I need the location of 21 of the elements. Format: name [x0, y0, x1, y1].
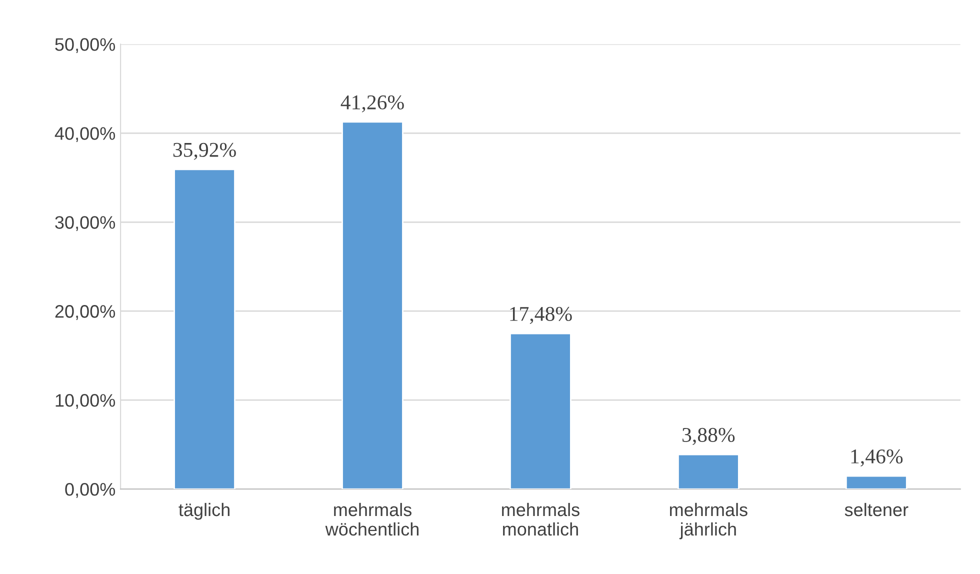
data-label: 35,92%: [173, 142, 236, 160]
y-tick-label: 20,00%: [55, 305, 116, 320]
data-label: 17,48%: [510, 306, 572, 324]
bar: [845, 475, 908, 490]
x-tick-label: mehrmals monatlich: [502, 502, 580, 536]
y-tick-label: 50,00%: [55, 38, 116, 54]
x-tick-label: mehrmals jährlich: [670, 502, 748, 540]
bar: [342, 121, 404, 490]
y-tick-label: 30,00%: [55, 216, 116, 231]
data-label: 41,26%: [340, 95, 404, 112]
y-tick-label: 10,00%: [56, 394, 116, 409]
x-tick-label: seltener: [844, 502, 908, 516]
y-tick-label: 0,00%: [65, 482, 116, 498]
data-label: 1,46%: [851, 449, 903, 466]
x-tick-label: täglich: [178, 502, 230, 520]
x-tick-label: mehrmals wöchentlich: [325, 502, 418, 536]
bar: [678, 454, 740, 490]
bar: [510, 332, 572, 490]
bar: [174, 168, 236, 490]
data-label: 3,88%: [682, 428, 735, 445]
y-tick-label: 40,00%: [54, 127, 116, 142]
